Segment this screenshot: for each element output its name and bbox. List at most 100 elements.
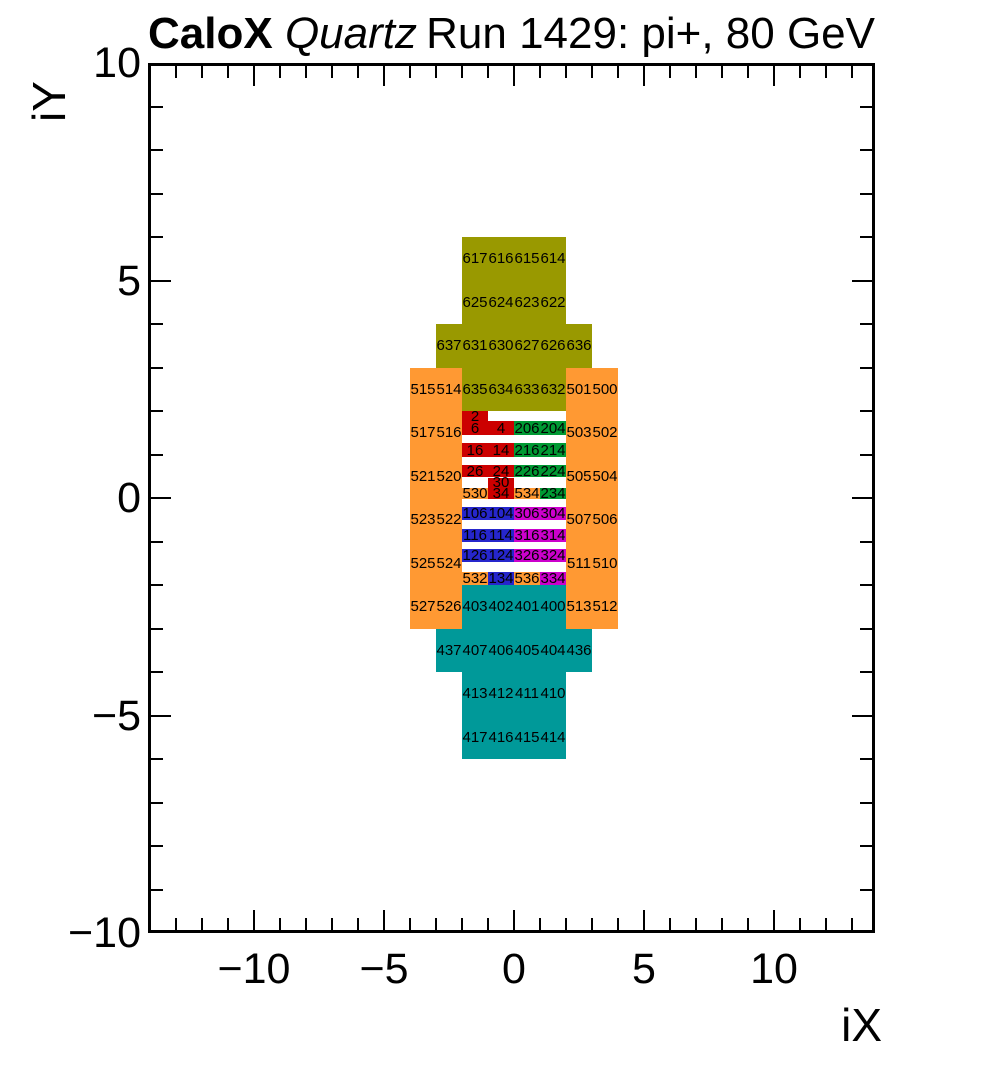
cell-16: 16 — [462, 443, 488, 458]
axis-tick — [617, 66, 619, 78]
axis-tick — [151, 671, 163, 673]
axis-tick — [860, 628, 872, 630]
y-tick-label-0: 0 — [117, 474, 141, 522]
axis-tick — [860, 149, 872, 151]
cell-437: 437 — [436, 628, 462, 672]
axis-tick — [669, 66, 671, 78]
cell-525: 525 — [410, 541, 436, 585]
cell-30: 30 — [488, 475, 514, 490]
cell-402: 402 — [488, 585, 514, 629]
cell-512: 512 — [592, 585, 618, 629]
axis-tick — [461, 918, 463, 930]
axis-tick — [357, 66, 359, 78]
axis-tick — [799, 66, 801, 78]
axis-tick — [487, 66, 489, 78]
axis-tick — [860, 323, 872, 325]
cell-6: 6 — [462, 421, 488, 435]
axis-tick — [721, 918, 723, 930]
axis-tick — [851, 918, 853, 930]
cell-634: 634 — [488, 367, 514, 411]
axis-tick — [669, 918, 671, 930]
x-tick-label-5: 5 — [632, 945, 656, 993]
plot-frame — [148, 63, 875, 933]
axis-tick — [201, 918, 203, 930]
cell-623: 623 — [514, 280, 540, 324]
axis-tick — [383, 66, 385, 86]
axis-tick — [773, 910, 775, 930]
axis-tick — [747, 66, 749, 78]
axis-tick — [331, 66, 333, 78]
cell-412: 412 — [488, 672, 514, 716]
cell-306: 306 — [514, 504, 540, 522]
axis-tick — [279, 66, 281, 78]
cell-527: 527 — [410, 585, 436, 629]
cell-403: 403 — [462, 585, 488, 629]
cell-515: 515 — [410, 367, 436, 411]
cell-406: 406 — [488, 628, 514, 672]
cell-500: 500 — [592, 367, 618, 411]
axis-tick — [852, 280, 872, 282]
axis-tick — [617, 918, 619, 930]
axis-tick — [151, 497, 171, 499]
axis-tick — [860, 106, 872, 108]
cell-505: 505 — [566, 454, 592, 498]
axis-tick — [253, 910, 255, 930]
axis-tick — [539, 918, 541, 930]
cell-514: 514 — [436, 367, 462, 411]
axis-tick — [513, 910, 515, 930]
cell-630: 630 — [488, 324, 514, 368]
axis-tick — [565, 66, 567, 78]
axis-tick — [151, 454, 163, 456]
cell-116: 116 — [462, 526, 488, 544]
cell-316: 316 — [514, 526, 540, 544]
cell-415: 415 — [514, 715, 540, 759]
y-tick-label-5: 5 — [117, 256, 141, 305]
axis-tick — [860, 845, 872, 847]
axis-tick — [851, 66, 853, 78]
cell-114: 114 — [488, 526, 514, 544]
cell-400: 400 — [540, 585, 566, 629]
axis-tick — [201, 66, 203, 78]
cell-615: 615 — [514, 237, 540, 281]
axis-tick — [151, 715, 171, 717]
cell-627: 627 — [514, 324, 540, 368]
x-tick-label--10: −10 — [217, 945, 291, 993]
cell-616: 616 — [488, 237, 514, 281]
axis-tick — [825, 66, 827, 78]
cell-410: 410 — [540, 672, 566, 716]
detector-name: Quartz — [284, 9, 417, 58]
axis-tick — [409, 66, 411, 78]
cell-314: 314 — [540, 526, 566, 544]
cell-636: 636 — [566, 324, 592, 368]
x-tick-label-10: 10 — [750, 945, 798, 993]
cell-4: 4 — [488, 421, 514, 435]
axis-tick — [151, 628, 163, 630]
axis-tick — [860, 236, 872, 238]
cell-226: 226 — [514, 462, 540, 480]
cell-536: 536 — [514, 569, 540, 587]
axis-tick — [860, 410, 872, 412]
axis-tick — [151, 193, 163, 195]
axis-tick — [151, 367, 163, 369]
cell-334: 334 — [540, 569, 566, 587]
axis-tick — [860, 671, 872, 673]
cell-14: 14 — [488, 443, 514, 458]
axis-tick — [860, 584, 872, 586]
axis-tick — [383, 910, 385, 930]
cell-626: 626 — [540, 324, 566, 368]
x-axis-title: iX — [841, 999, 882, 1051]
cell-407: 407 — [462, 628, 488, 672]
axis-tick — [643, 910, 645, 930]
cell-326: 326 — [514, 546, 540, 564]
axis-tick — [409, 918, 411, 930]
cell-530: 530 — [462, 484, 488, 502]
cell-614: 614 — [540, 237, 566, 281]
axis-tick — [151, 758, 163, 760]
cell-417: 417 — [462, 715, 488, 759]
axis-tick — [860, 802, 872, 804]
cell-522: 522 — [436, 498, 462, 542]
axis-tick — [539, 66, 541, 78]
